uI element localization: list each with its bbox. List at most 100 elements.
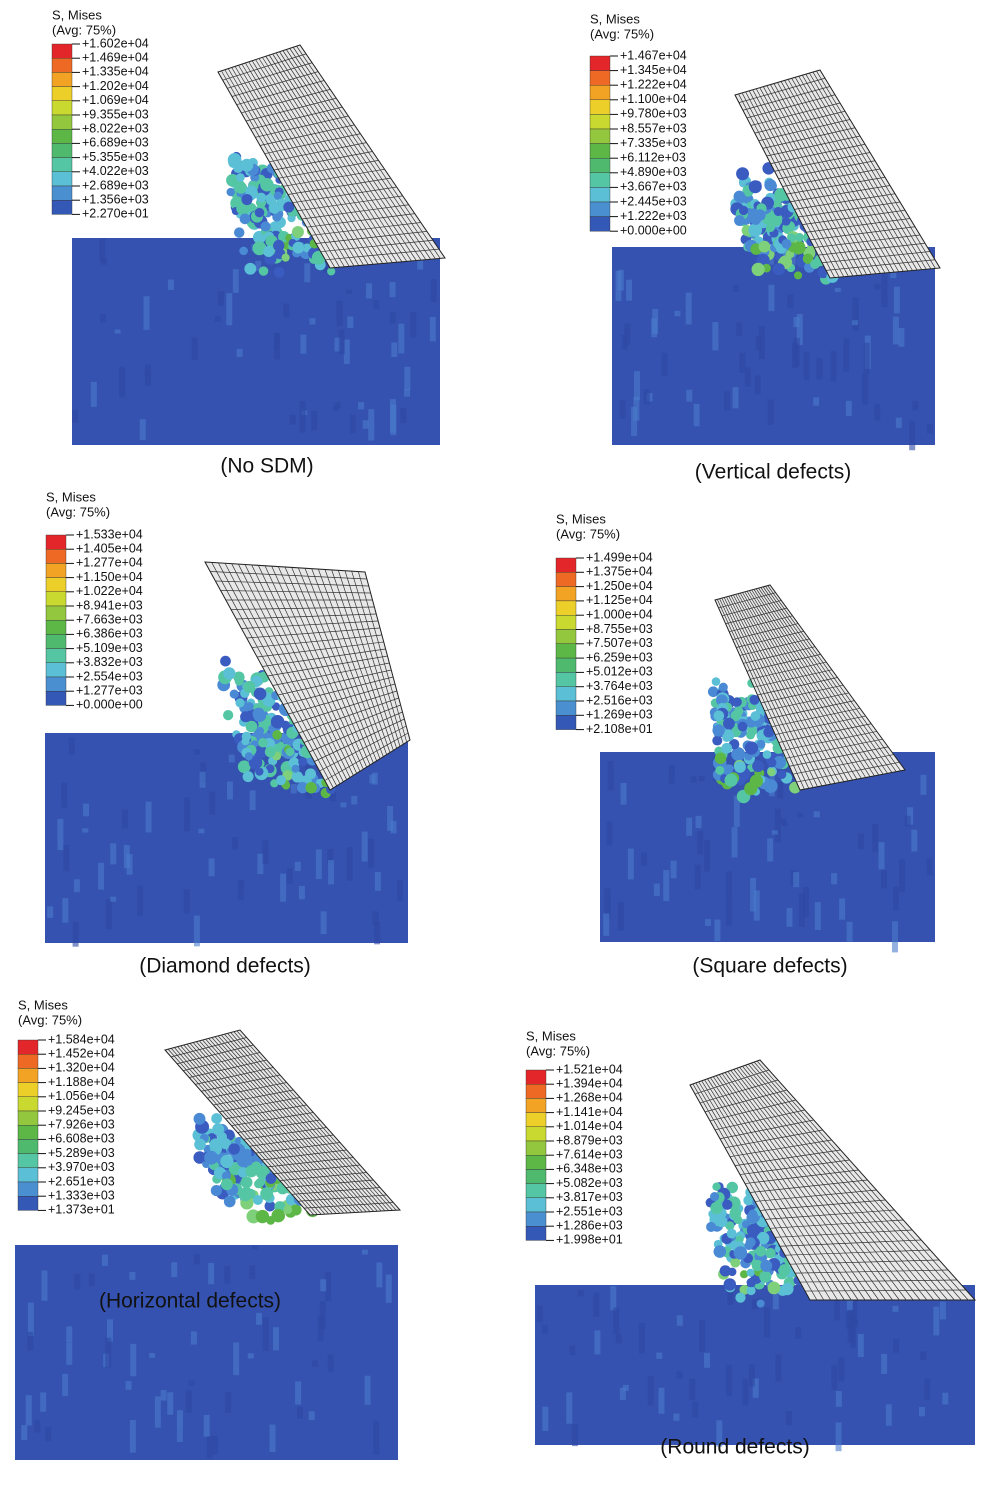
legend-band bbox=[555, 657, 577, 673]
legend-title: S, Mises bbox=[18, 997, 68, 1012]
legend-label: +7.614e+03 bbox=[556, 1147, 623, 1161]
tool-grid bbox=[351, 571, 404, 745]
texture bbox=[237, 886, 244, 901]
legend-label: +2.270e+01 bbox=[82, 207, 149, 221]
texture bbox=[338, 329, 345, 355]
legend-label: +1.584e+04 bbox=[48, 1032, 115, 1046]
legend-label: +1.452e+04 bbox=[48, 1046, 115, 1060]
texture bbox=[317, 1315, 324, 1341]
legend-label: +1.222e+04 bbox=[620, 77, 687, 91]
texture bbox=[218, 291, 225, 306]
texture bbox=[362, 420, 369, 429]
particle bbox=[234, 676, 244, 686]
particle bbox=[713, 1245, 727, 1258]
texture bbox=[725, 902, 732, 926]
texture bbox=[340, 802, 347, 808]
texture bbox=[361, 1249, 368, 1255]
texture bbox=[184, 797, 191, 832]
particle bbox=[746, 1285, 756, 1296]
legend-subtitle: (Avg: 75%) bbox=[590, 26, 654, 41]
texture bbox=[199, 771, 206, 788]
legend-label: +1.069e+04 bbox=[82, 93, 149, 107]
texture bbox=[123, 845, 130, 869]
texture bbox=[726, 1364, 733, 1396]
texture bbox=[845, 400, 852, 417]
texture bbox=[732, 284, 739, 292]
texture bbox=[920, 1351, 927, 1360]
legend-band bbox=[51, 171, 73, 187]
particle bbox=[774, 187, 788, 202]
particle bbox=[270, 715, 285, 729]
legend-band bbox=[51, 199, 73, 215]
texture bbox=[280, 873, 287, 902]
texture bbox=[893, 1338, 900, 1353]
particle bbox=[734, 215, 745, 226]
texture bbox=[924, 1378, 931, 1400]
tool-grid bbox=[753, 1061, 962, 1301]
particle bbox=[735, 1292, 746, 1303]
texture bbox=[920, 774, 927, 795]
legend-band bbox=[525, 1083, 547, 1099]
texture bbox=[410, 312, 417, 338]
legend-band bbox=[525, 1183, 547, 1198]
particle bbox=[722, 729, 735, 742]
texture bbox=[694, 864, 701, 890]
legend-band bbox=[525, 1112, 547, 1127]
legend-band bbox=[17, 1096, 39, 1112]
texture bbox=[793, 872, 800, 888]
particle bbox=[283, 1205, 293, 1214]
texture bbox=[786, 907, 793, 927]
texture bbox=[110, 843, 117, 865]
legend-band bbox=[51, 157, 73, 173]
texture bbox=[101, 1254, 108, 1266]
texture bbox=[47, 906, 54, 918]
legend-band bbox=[51, 100, 73, 116]
particle bbox=[718, 682, 728, 692]
particle bbox=[255, 1168, 267, 1179]
texture bbox=[373, 1420, 380, 1455]
tool-grid bbox=[309, 711, 403, 753]
texture bbox=[838, 1357, 845, 1382]
particle bbox=[290, 1204, 302, 1216]
particle bbox=[296, 781, 309, 794]
texture bbox=[892, 316, 899, 345]
particle bbox=[767, 758, 777, 768]
particle bbox=[746, 1223, 760, 1237]
texture bbox=[835, 1391, 842, 1407]
texture bbox=[160, 1390, 167, 1401]
particle bbox=[712, 724, 725, 737]
particle bbox=[263, 245, 275, 258]
texture bbox=[214, 315, 221, 322]
texture bbox=[404, 366, 411, 391]
particle bbox=[729, 1207, 742, 1220]
texture bbox=[430, 279, 437, 303]
texture bbox=[739, 352, 746, 373]
legend-label: +1.356e+03 bbox=[82, 192, 149, 206]
texture bbox=[638, 1323, 645, 1354]
texture bbox=[100, 258, 107, 265]
texture bbox=[731, 827, 738, 858]
texture bbox=[206, 1436, 213, 1459]
texture bbox=[346, 289, 353, 294]
legend-subtitle: (Avg: 75%) bbox=[46, 504, 110, 519]
legend-band bbox=[589, 143, 611, 159]
particle bbox=[273, 266, 285, 278]
panel: S, Mises(Avg: 75%)+1.521e+04+1.394e+04+1… bbox=[525, 1028, 977, 1459]
texture bbox=[830, 351, 837, 382]
texture bbox=[695, 815, 702, 829]
particle bbox=[211, 1113, 223, 1124]
particle bbox=[223, 1195, 236, 1208]
tool-grid bbox=[814, 234, 921, 248]
legend-band bbox=[525, 1140, 547, 1156]
texture bbox=[224, 1266, 231, 1284]
caption: (Square defects) bbox=[692, 955, 847, 978]
texture bbox=[892, 886, 899, 911]
particle bbox=[260, 221, 271, 232]
legend-band bbox=[589, 55, 611, 71]
texture bbox=[262, 840, 269, 865]
legend-label: +1.277e+03 bbox=[76, 683, 143, 697]
tool-grid bbox=[792, 754, 894, 775]
texture bbox=[343, 339, 350, 365]
texture bbox=[881, 1353, 888, 1375]
texture bbox=[391, 342, 398, 358]
